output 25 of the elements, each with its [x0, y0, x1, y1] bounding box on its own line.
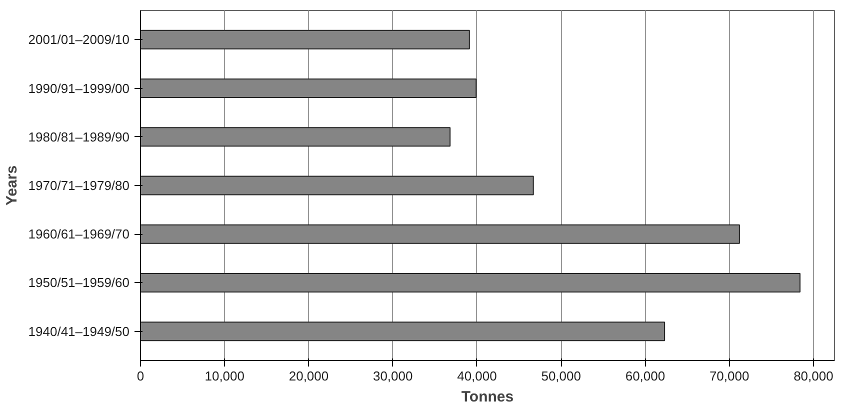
bar	[140, 322, 666, 342]
x-tick-label: 20,000	[288, 368, 329, 384]
x-tick-label: 70,000	[709, 368, 750, 384]
x-tick-label: 30,000	[372, 368, 413, 384]
y-tick-label: 1990/91–1999/00	[28, 80, 130, 96]
x-tick-label: 0	[136, 368, 144, 384]
bar	[140, 127, 451, 147]
y-tick-label: 1950/51–1959/60	[28, 275, 130, 290]
y-tick-label: 1970/71–1979/80	[28, 178, 130, 193]
x-tick-label: 40,000	[457, 368, 497, 384]
x-tick-label: 60,000	[625, 368, 666, 384]
x-tick-label: 50,000	[541, 368, 581, 384]
y-tick-label: 1960/61–1969/70	[28, 226, 130, 242]
y-axis-title: Years	[3, 165, 20, 206]
y-tick-label: 1980/81–1989/90	[28, 129, 130, 144]
bar	[140, 78, 477, 98]
x-tick-label: 80,000	[794, 368, 834, 384]
y-tick-label: 1940/41–1949/50	[28, 324, 130, 339]
x-tick-label: 10,000	[204, 368, 245, 384]
bar	[140, 30, 470, 50]
bar	[140, 272, 801, 292]
bar	[140, 176, 534, 196]
x-axis-title: Tonnes	[461, 388, 514, 406]
bar	[140, 224, 740, 244]
y-tick-label: 2001/01–2009/10	[28, 32, 130, 48]
